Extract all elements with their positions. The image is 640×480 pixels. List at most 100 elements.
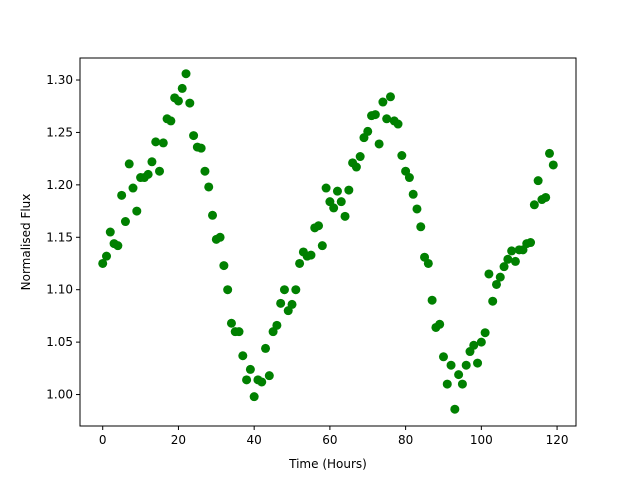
point (374, 139, 384, 149)
point (435, 319, 445, 329)
point (378, 97, 388, 107)
point (329, 203, 339, 213)
point (457, 379, 467, 389)
point (476, 337, 486, 347)
point (105, 227, 115, 237)
point (416, 222, 426, 232)
point (397, 151, 407, 161)
point (200, 166, 210, 176)
point (295, 258, 305, 268)
point (499, 262, 509, 272)
point (147, 157, 157, 167)
point (385, 92, 395, 102)
point (234, 327, 244, 337)
point (120, 217, 130, 227)
point (446, 360, 456, 370)
point (314, 221, 324, 231)
y-tick-label: 1.25 (46, 125, 73, 139)
x-tick-label: 80 (398, 433, 413, 447)
point (102, 251, 112, 261)
point (491, 279, 501, 289)
y-tick-label: 1.05 (46, 335, 73, 349)
point (495, 272, 505, 282)
point (351, 162, 361, 172)
point (427, 295, 437, 305)
x-tick-label: 0 (99, 433, 107, 447)
point (488, 296, 498, 306)
point (526, 238, 536, 248)
point (469, 340, 479, 350)
y-tick-label: 1.00 (46, 388, 73, 402)
point (245, 364, 255, 374)
point (226, 318, 236, 328)
point (544, 148, 554, 158)
point (363, 126, 373, 136)
point (113, 241, 123, 251)
point (181, 69, 191, 79)
point (340, 211, 350, 221)
point (264, 371, 274, 381)
x-tick-label: 100 (470, 433, 493, 447)
point (173, 96, 183, 106)
y-tick-label: 1.15 (46, 230, 73, 244)
point (143, 169, 153, 179)
point (442, 379, 452, 389)
point (189, 131, 199, 141)
point (279, 285, 289, 295)
point (438, 352, 448, 362)
point (117, 190, 127, 200)
point (317, 241, 327, 251)
point (219, 261, 229, 271)
point (291, 285, 301, 295)
point (473, 358, 483, 368)
point (533, 176, 543, 186)
point (541, 192, 551, 202)
point (529, 200, 539, 210)
point (128, 183, 138, 193)
point (336, 197, 346, 207)
point (155, 166, 165, 176)
point (287, 299, 297, 309)
point (423, 258, 433, 268)
point (223, 285, 233, 295)
point (321, 183, 331, 193)
point (370, 110, 380, 120)
point (196, 143, 206, 153)
x-tick-label: 20 (171, 433, 186, 447)
plot-frame (79, 57, 577, 427)
point (507, 246, 517, 256)
y-tick-label: 1.30 (46, 73, 73, 87)
point (261, 343, 271, 353)
point (332, 186, 342, 196)
point (166, 116, 176, 126)
point (510, 256, 520, 266)
point (503, 254, 513, 264)
point (408, 189, 418, 199)
point (480, 328, 490, 338)
point (450, 404, 460, 414)
point (208, 210, 218, 220)
point (454, 370, 464, 380)
point (98, 258, 108, 268)
point (242, 375, 252, 385)
y-tick-label: 1.20 (46, 178, 73, 192)
y-axis-label: Normalised Flux (19, 194, 33, 291)
point (484, 269, 494, 279)
point (257, 377, 267, 387)
point (344, 185, 354, 195)
point (124, 159, 134, 169)
point (412, 204, 422, 214)
point (461, 360, 471, 370)
point (185, 98, 195, 108)
point (382, 114, 392, 124)
point (249, 392, 259, 402)
point (177, 83, 187, 93)
x-tick-label: 40 (247, 433, 262, 447)
point (215, 232, 225, 242)
point (238, 351, 248, 361)
point (355, 152, 365, 162)
x-axis-label: Time (Hours) (288, 457, 367, 471)
point (276, 298, 286, 308)
point (204, 182, 214, 192)
